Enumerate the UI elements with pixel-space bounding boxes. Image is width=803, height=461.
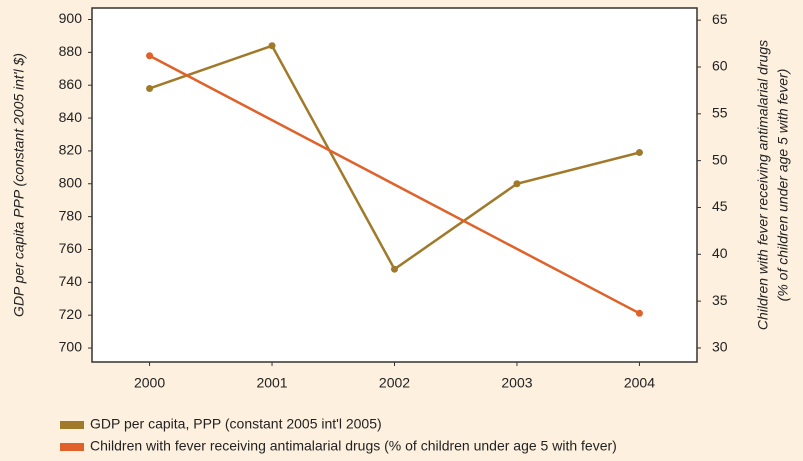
y2-tick-label: 35 [712,292,728,308]
y-tick-label: 760 [59,240,83,256]
point [146,84,154,92]
y2-tick-label: 45 [712,198,728,214]
y2-tick-label: 55 [712,105,728,121]
y-tick-label: 740 [59,273,83,289]
y-tick-label: 720 [59,306,83,322]
y2-tick-label: 50 [712,151,728,167]
x-tick-label: 2001 [256,375,287,391]
point [635,309,643,317]
y2-tick-label: 40 [712,245,728,261]
x-tick-label: 2000 [134,375,165,391]
y-tick-label: 840 [59,109,83,125]
point [513,180,521,188]
y-tick-label: 860 [59,76,83,92]
y-tick-label: 820 [59,142,83,158]
y-tick-label: 800 [59,174,83,190]
point [268,42,276,50]
x-tick-label: 2003 [501,375,532,391]
point [391,265,398,273]
y-tick-label: 700 [59,339,83,355]
legend-label: Children with fever receiving antimalari… [90,438,617,454]
y2-tick-label: 60 [712,58,728,74]
legend-label: GDP per capita, PPP (constant 2005 int'l… [90,416,382,432]
x-tick-label: 2002 [379,375,410,391]
y2-tick-label: 65 [712,11,728,27]
y-tick-label: 880 [59,43,83,59]
point [635,149,643,157]
legend-swatch [60,443,84,451]
line [148,54,641,315]
point [146,52,154,60]
y-axis-label: GDP per capita PPP (constant 2005 int'l … [11,53,27,317]
y2-axis-label: Children with fever receiving antimalari… [755,40,771,330]
y-tick-label: 900 [59,10,83,26]
y2-axis-label: (% of children under age 5 with fever) [775,69,791,302]
x-tick-label: 2004 [624,375,655,391]
y2-tick-label: 30 [712,339,728,355]
y-tick-label: 780 [59,207,83,223]
legend-swatch [60,421,84,429]
